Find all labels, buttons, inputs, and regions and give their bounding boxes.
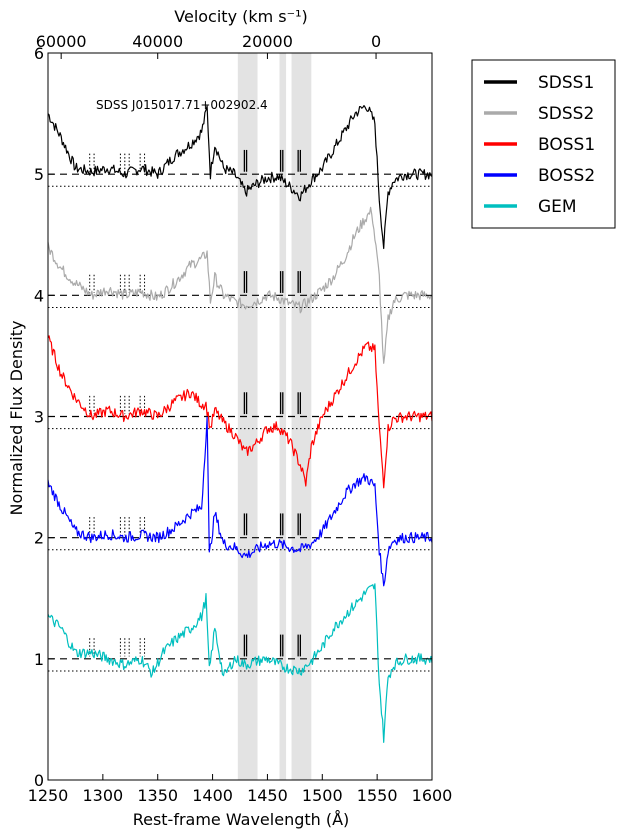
legend-label-gem: GEM bbox=[538, 197, 577, 217]
dotted-line-markers bbox=[89, 153, 146, 657]
series-line-boss1 bbox=[47, 335, 433, 489]
absorption-markers bbox=[243, 149, 301, 657]
x-tick-label: 1250 bbox=[28, 786, 69, 805]
series-line-sdss1 bbox=[47, 105, 433, 250]
y-tick-label: 1 bbox=[34, 650, 44, 669]
y-tick-label: 5 bbox=[34, 165, 44, 184]
series-line-sdss2 bbox=[47, 206, 433, 364]
y-tick-label: 6 bbox=[34, 44, 44, 63]
legend-label-sdss2: SDSS2 bbox=[538, 104, 594, 124]
legend: SDSS1 SDSS2 BOSS1 BOSS2 GEM bbox=[471, 59, 616, 229]
legend-label-boss2: BOSS2 bbox=[538, 166, 595, 186]
legend-label-boss1: BOSS1 bbox=[538, 135, 595, 155]
top-axis-label: Velocity (km s⁻¹) bbox=[174, 7, 307, 26]
series-line-boss2 bbox=[47, 416, 433, 587]
top-tick-label: 0 bbox=[371, 32, 381, 51]
y-tick-label: 3 bbox=[34, 408, 44, 427]
y-tick-label: 0 bbox=[34, 771, 44, 790]
x-tick-label: 1600 bbox=[412, 786, 453, 805]
x-tick-label: 1450 bbox=[247, 786, 288, 805]
x-axis: 1250 1300 1350 1400 1450 1500 1550 1600 bbox=[28, 774, 453, 805]
x-tick-label: 1550 bbox=[357, 786, 398, 805]
y-axis-label: Normalized Flux Density bbox=[7, 321, 26, 516]
top-tick-label: 60000 bbox=[36, 32, 87, 51]
shaded-band-1 bbox=[237, 53, 258, 780]
y-tick-label: 4 bbox=[34, 286, 44, 305]
y-axis: 0 1 2 3 4 5 6 bbox=[34, 44, 432, 790]
object-annotation: SDSS J015017.71+002902.4 bbox=[96, 98, 268, 112]
legend-label-sdss1: SDSS1 bbox=[538, 73, 594, 93]
x-axis-label: Rest-frame Wavelength (Å) bbox=[133, 810, 350, 829]
series-line-gem bbox=[47, 583, 433, 743]
x-tick-label: 1400 bbox=[192, 786, 233, 805]
top-velocity-axis: 60000 40000 20000 0 bbox=[36, 32, 381, 59]
x-tick-label: 1300 bbox=[82, 786, 123, 805]
x-tick-label: 1350 bbox=[137, 786, 178, 805]
y-tick-label: 2 bbox=[34, 529, 44, 548]
x-tick-label: 1500 bbox=[302, 786, 343, 805]
top-tick-label: 20000 bbox=[242, 32, 293, 51]
series-lines bbox=[47, 105, 433, 743]
top-tick-label: 40000 bbox=[132, 32, 183, 51]
